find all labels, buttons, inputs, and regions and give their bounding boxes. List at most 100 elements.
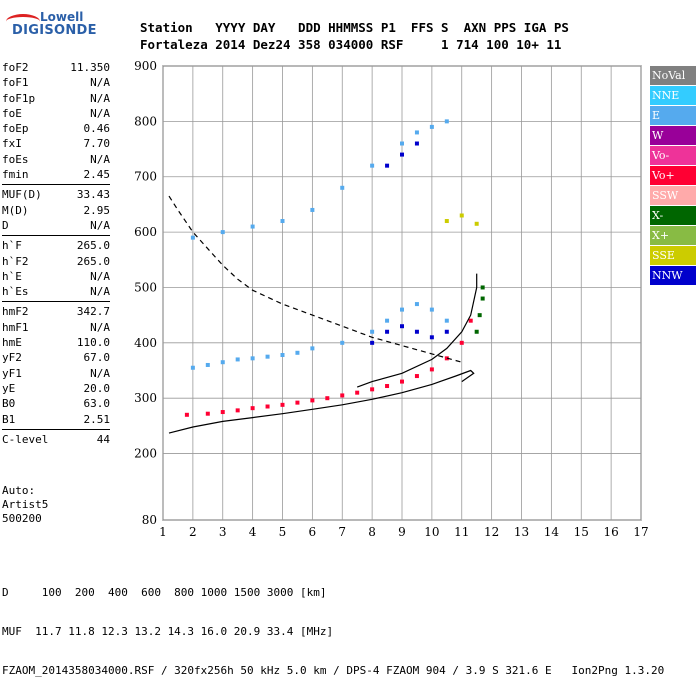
x-tick-label: 10 xyxy=(424,525,439,539)
data-point xyxy=(414,374,419,379)
y-tick-label: 500 xyxy=(134,280,157,294)
param-row: M(D) 2.95 xyxy=(2,203,110,218)
data-point xyxy=(190,365,195,370)
data-point xyxy=(370,163,375,168)
param-name: hmF2 xyxy=(2,305,29,319)
param-row: fxI 7.70 xyxy=(2,136,110,151)
data-point xyxy=(400,141,404,146)
footer-file-info: FZAOM_2014358034000.RSF / 320fx256h 50 k… xyxy=(2,664,665,677)
x-tick-label: 3 xyxy=(219,525,227,539)
dashed-profile-line xyxy=(168,195,462,363)
data-point xyxy=(400,324,404,329)
data-point xyxy=(205,411,210,416)
data-point xyxy=(220,230,225,235)
param-value: N/A xyxy=(90,366,110,380)
data-point xyxy=(325,396,330,401)
data-point xyxy=(477,313,482,318)
footer-distance-row: D 100 200 400 600 800 1000 1500 3000 [km… xyxy=(2,586,327,599)
param-value: 265.0 xyxy=(76,239,110,253)
y-tick-label: 800 xyxy=(134,114,157,128)
data-point xyxy=(280,219,285,224)
param-value: N/A xyxy=(90,76,110,90)
y-tick-label: 200 xyxy=(134,447,157,461)
param-row: foEs N/A xyxy=(2,152,110,167)
legend-item: E xyxy=(650,106,696,125)
x-tick-label: 6 xyxy=(309,525,317,539)
param-name: yF1 xyxy=(2,366,22,380)
param-value: N/A xyxy=(90,285,110,299)
parameter-list: foF2 11.350 foF1 N/A foF1p N/A foE N/A foEp 0.46 f… xyxy=(2,60,110,447)
data-point xyxy=(468,318,473,323)
y-tick-label: 600 xyxy=(134,225,157,239)
data-point xyxy=(250,224,255,229)
param-name: foE xyxy=(2,106,22,120)
param-name: C-level xyxy=(2,432,49,446)
param-value: 342.7 xyxy=(76,305,110,319)
param-row: h`F 265.0 xyxy=(2,238,110,253)
data-point xyxy=(400,307,404,312)
data-point xyxy=(429,335,434,340)
data-point xyxy=(474,329,479,334)
param-name: h`Es xyxy=(2,285,29,299)
param-row: h`Es N/A xyxy=(2,284,110,299)
x-tick-label: 16 xyxy=(603,525,618,539)
param-value: 44 xyxy=(96,432,110,446)
param-value: 7.70 xyxy=(83,137,111,151)
param-name: M(D) xyxy=(2,203,29,217)
legend-item: W xyxy=(650,126,696,145)
data-point xyxy=(480,296,485,301)
data-point xyxy=(220,410,225,415)
data-point xyxy=(250,406,255,411)
param-row: foF1p N/A xyxy=(2,91,110,106)
footer: D 100 200 400 600 800 1000 1500 3000 [km… xyxy=(2,560,664,690)
data-point xyxy=(400,379,404,384)
y-tick-label: 300 xyxy=(134,391,157,405)
data-point xyxy=(474,221,479,226)
param-name: yE xyxy=(2,381,16,395)
param-name: foEs xyxy=(2,152,29,166)
auto-label: Auto: xyxy=(2,484,36,497)
data-point xyxy=(355,390,360,395)
param-name: h`E xyxy=(2,269,22,283)
data-point xyxy=(184,412,189,417)
x-tick-label: 17 xyxy=(633,525,648,539)
y-tick-label: 700 xyxy=(134,170,157,184)
data-point xyxy=(370,387,375,392)
data-point xyxy=(459,213,464,218)
param-row: foEp 0.46 xyxy=(2,121,110,136)
lowell-digisonde-logo: Lowell DIGISONDE xyxy=(4,10,114,42)
data-point xyxy=(280,353,285,358)
data-point xyxy=(414,302,419,307)
legend-item: NNW xyxy=(650,266,696,285)
footer-muf-row: MUF 11.7 11.8 12.3 13.2 14.3 16.0 20.9 3… xyxy=(2,625,334,638)
x-tick-label: 13 xyxy=(514,525,529,539)
param-row: MUF(D) 33.43 xyxy=(2,187,110,202)
auto-code: 500200 xyxy=(2,512,42,525)
data-point xyxy=(385,163,390,168)
param-value: 33.43 xyxy=(76,188,110,202)
auto-program: Artist5 xyxy=(2,498,49,511)
data-point xyxy=(310,346,315,351)
x-tick-label: 5 xyxy=(279,525,287,539)
data-point xyxy=(444,219,449,224)
data-point xyxy=(444,119,449,124)
param-value: 63.0 xyxy=(83,397,111,411)
logo-line2: DIGISONDE xyxy=(12,23,97,38)
param-name: fxI xyxy=(2,137,22,151)
param-name: B1 xyxy=(2,412,16,426)
param-value: N/A xyxy=(90,152,110,166)
x-tick-label: 14 xyxy=(544,525,560,539)
header-row1: Station YYYY DAY DDD HHMMSS P1 FFS S AXN… xyxy=(140,20,569,35)
param-row: C-level 44 xyxy=(2,432,110,447)
param-row: foE N/A xyxy=(2,106,110,121)
legend-item: Vo- xyxy=(650,146,696,165)
data-point xyxy=(340,393,345,398)
param-row: yE 20.0 xyxy=(2,381,110,396)
data-point xyxy=(444,356,449,361)
param-name: h`F xyxy=(2,239,22,253)
param-name: MUF(D) xyxy=(2,188,42,202)
data-point xyxy=(444,318,449,323)
data-point xyxy=(385,329,390,334)
param-row: hmF1 N/A xyxy=(2,320,110,335)
param-row: D N/A xyxy=(2,218,110,233)
